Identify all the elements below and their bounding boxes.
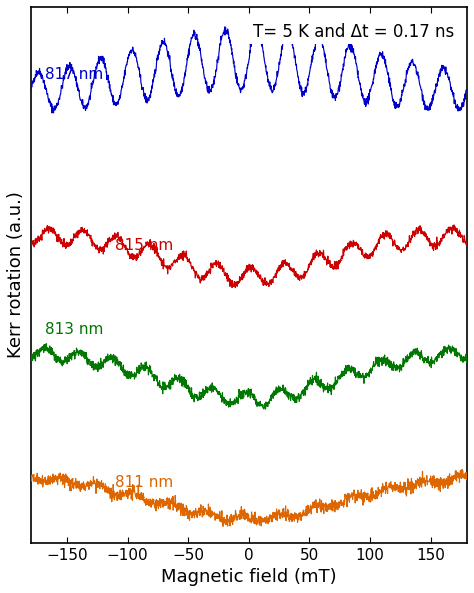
Y-axis label: Kerr rotation (a.u.): Kerr rotation (a.u.): [7, 192, 25, 358]
Text: 817 nm: 817 nm: [45, 68, 103, 82]
X-axis label: Magnetic field (mT): Magnetic field (mT): [161, 568, 337, 586]
Text: 815 nm: 815 nm: [115, 238, 173, 253]
Text: T= 5 K and Δt = 0.17 ns: T= 5 K and Δt = 0.17 ns: [253, 23, 454, 41]
Text: 811 nm: 811 nm: [115, 475, 173, 490]
Text: 813 nm: 813 nm: [45, 321, 103, 337]
